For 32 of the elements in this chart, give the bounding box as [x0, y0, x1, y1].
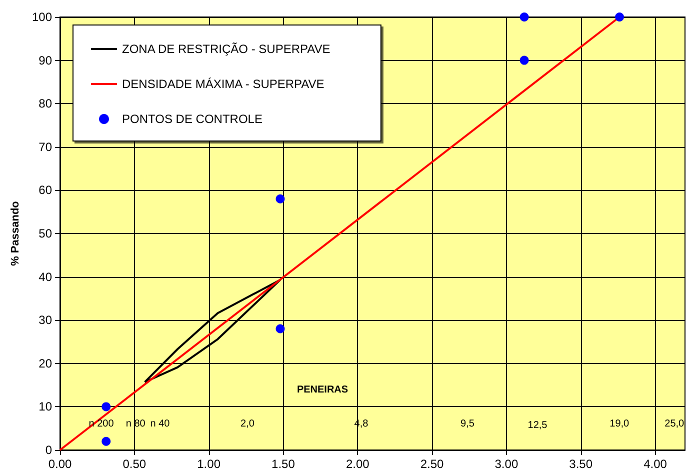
y-tick-label: 60: [38, 183, 52, 198]
legend-label: DENSIDADE MÁXIMA - SUPERPAVE: [122, 77, 324, 91]
x-axis-title: PENEIRAS: [296, 384, 348, 396]
annotation: 12,5: [528, 420, 548, 431]
annotation: 25,0: [664, 418, 685, 430]
legend-label: ZONA DE RESTRIÇÃO - SUPERPAVE: [122, 42, 330, 56]
annotation: n 80: [126, 418, 146, 430]
legend-label: PONTOS DE CONTROLE: [122, 112, 262, 126]
x-tick-label: 2.50: [420, 457, 444, 471]
annotation: 19,0: [610, 418, 630, 430]
annotation: 2,0: [240, 418, 255, 430]
y-tick-label: 50: [38, 226, 52, 240]
y-tick-label: 100: [32, 10, 52, 24]
x-tick-label: 1.00: [197, 457, 221, 471]
annotation: 9,5: [460, 418, 475, 430]
y-axis-title: % Passando: [10, 200, 22, 266]
y-tick-label: 0: [45, 443, 52, 457]
x-tick-label: 0.00: [48, 457, 72, 471]
y-tick-label: 80: [38, 96, 52, 111]
x-tick-label: 3.00: [494, 457, 518, 471]
y-tick-label: 70: [38, 140, 52, 154]
y-tick-label: 90: [38, 53, 52, 68]
x-tick-label: 4.00: [644, 457, 668, 471]
y-tick-label: 20: [38, 356, 52, 370]
y-tick-label: 40: [38, 270, 52, 284]
x-tick-label: 2.00: [346, 457, 370, 471]
x-tick-label: 1.50: [272, 457, 296, 471]
x-tick-label: 0.50: [122, 457, 146, 471]
y-tick-label: 10: [38, 400, 52, 414]
x-tick-label: 3.50: [569, 457, 593, 471]
annotation: n 40: [150, 418, 170, 430]
y-tick-label: 30: [38, 313, 52, 328]
